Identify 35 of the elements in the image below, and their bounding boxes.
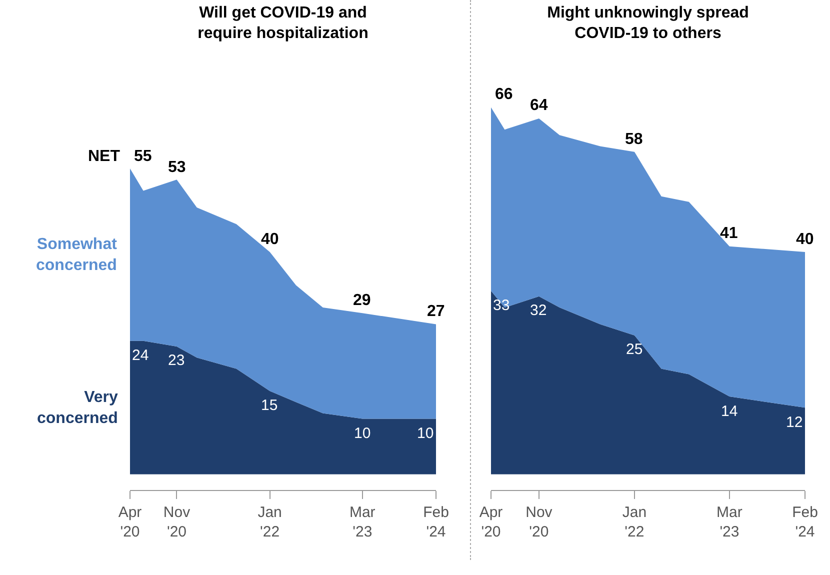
- x-tick-label: Feb '24: [792, 504, 818, 540]
- data-label: 15: [261, 397, 278, 414]
- x-tick-label: Apr '20: [479, 504, 503, 540]
- total-label: 55: [134, 148, 152, 165]
- data-label: 14: [721, 403, 738, 420]
- x-tick-label: Apr '20: [118, 504, 142, 540]
- data-label: 10: [417, 425, 434, 442]
- total-label: 58: [625, 131, 643, 148]
- chart-title: Will get COVID-19 and require hospitalization: [198, 4, 368, 42]
- x-tick-label: Nov '20: [163, 504, 191, 540]
- data-label: 12: [786, 414, 803, 431]
- x-tick-label: Jan '22: [258, 504, 282, 540]
- data-label: 23: [168, 352, 185, 369]
- chart-title: Might unknowingly spread COVID-19 to others: [547, 4, 749, 42]
- text: NET: [88, 148, 120, 165]
- x-tick-label: Nov '20: [526, 504, 553, 540]
- data-label: 32: [530, 302, 547, 319]
- data-label: 24: [132, 347, 149, 364]
- series-label: Somewhat concerned: [36, 236, 118, 274]
- total-label: 27: [427, 303, 445, 320]
- total-label: 29: [353, 292, 371, 309]
- data-label: 25: [626, 341, 643, 358]
- data-label: 33: [493, 297, 510, 314]
- x-tick-label: Mar '23: [349, 504, 376, 540]
- total-label: 40: [796, 231, 814, 248]
- total-label: 40: [261, 231, 279, 248]
- x-tick-label: Feb '24: [423, 504, 449, 540]
- series-label: Very concerned: [37, 389, 118, 427]
- total-label: 66: [495, 86, 513, 103]
- total-label: 41: [720, 225, 738, 242]
- data-label: 10: [354, 425, 371, 442]
- total-label: 64: [530, 97, 548, 114]
- total-label: 53: [168, 159, 186, 176]
- x-tick-label: Jan '22: [622, 504, 647, 540]
- x-tick-label: Mar '23: [716, 504, 742, 540]
